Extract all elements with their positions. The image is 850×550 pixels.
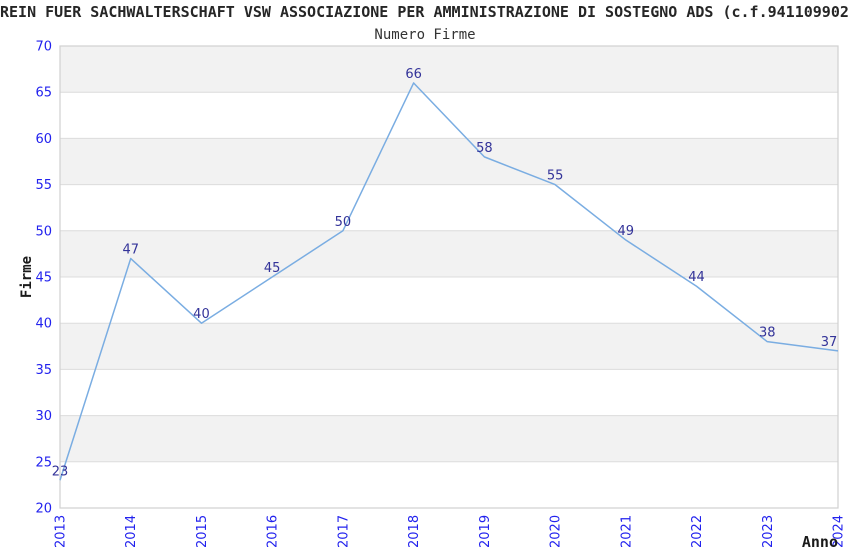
x-tick-label: 2023 xyxy=(761,515,776,548)
x-tick-label: 2024 xyxy=(832,515,847,548)
x-tick-label: 2019 xyxy=(478,515,493,548)
plot-band xyxy=(60,230,838,277)
plot-band xyxy=(60,415,838,462)
plot-border xyxy=(59,45,839,509)
x-tick-label: 2014 xyxy=(124,515,139,548)
x-tick-label: 2013 xyxy=(54,515,69,548)
x-tick-label: 2017 xyxy=(336,515,351,548)
y-tick-label: 55 xyxy=(35,178,52,193)
x-tick-label: 2020 xyxy=(549,515,564,548)
x-tick-label: 2018 xyxy=(407,515,422,548)
x-tick-label: 2022 xyxy=(690,515,705,548)
data-label: 66 xyxy=(405,67,422,82)
chart-title: REIN FUER SACHWALTERSCHAFT VSW ASSOCIAZI… xyxy=(0,3,850,21)
data-label: 50 xyxy=(335,215,352,230)
y-tick-label: 45 xyxy=(35,271,52,286)
y-tick-label: 40 xyxy=(35,317,52,332)
y-tick-label: 35 xyxy=(35,363,52,378)
plot-band xyxy=(60,138,838,185)
data-label: 37 xyxy=(821,335,838,350)
series-line xyxy=(59,82,839,481)
x-tick-label: 2021 xyxy=(619,515,634,548)
data-label: 38 xyxy=(759,326,776,341)
data-label: 47 xyxy=(122,243,139,258)
y-tick-label: 50 xyxy=(35,224,52,239)
data-label: 44 xyxy=(688,270,705,285)
y-tick-label: 60 xyxy=(35,132,52,147)
data-label: 55 xyxy=(547,169,564,184)
chart-subtitle: Numero Firme xyxy=(374,27,476,43)
data-label: 23 xyxy=(52,464,69,479)
data-label: 58 xyxy=(476,141,493,156)
data-label: 45 xyxy=(264,261,281,276)
y-tick-label: 25 xyxy=(35,455,52,470)
data-label: 49 xyxy=(618,224,635,239)
y-tick-label: 20 xyxy=(35,502,52,517)
x-tick-label: 2016 xyxy=(266,515,281,548)
y-tick-label: 70 xyxy=(35,40,52,55)
y-tick-label: 30 xyxy=(35,409,52,424)
x-axis-title: Anno xyxy=(801,533,838,550)
x-tick-label: 2015 xyxy=(195,515,210,548)
data-label: 40 xyxy=(193,307,210,322)
plot-band xyxy=(60,323,838,370)
y-tick-label: 65 xyxy=(35,86,52,101)
plot-band xyxy=(60,46,838,93)
